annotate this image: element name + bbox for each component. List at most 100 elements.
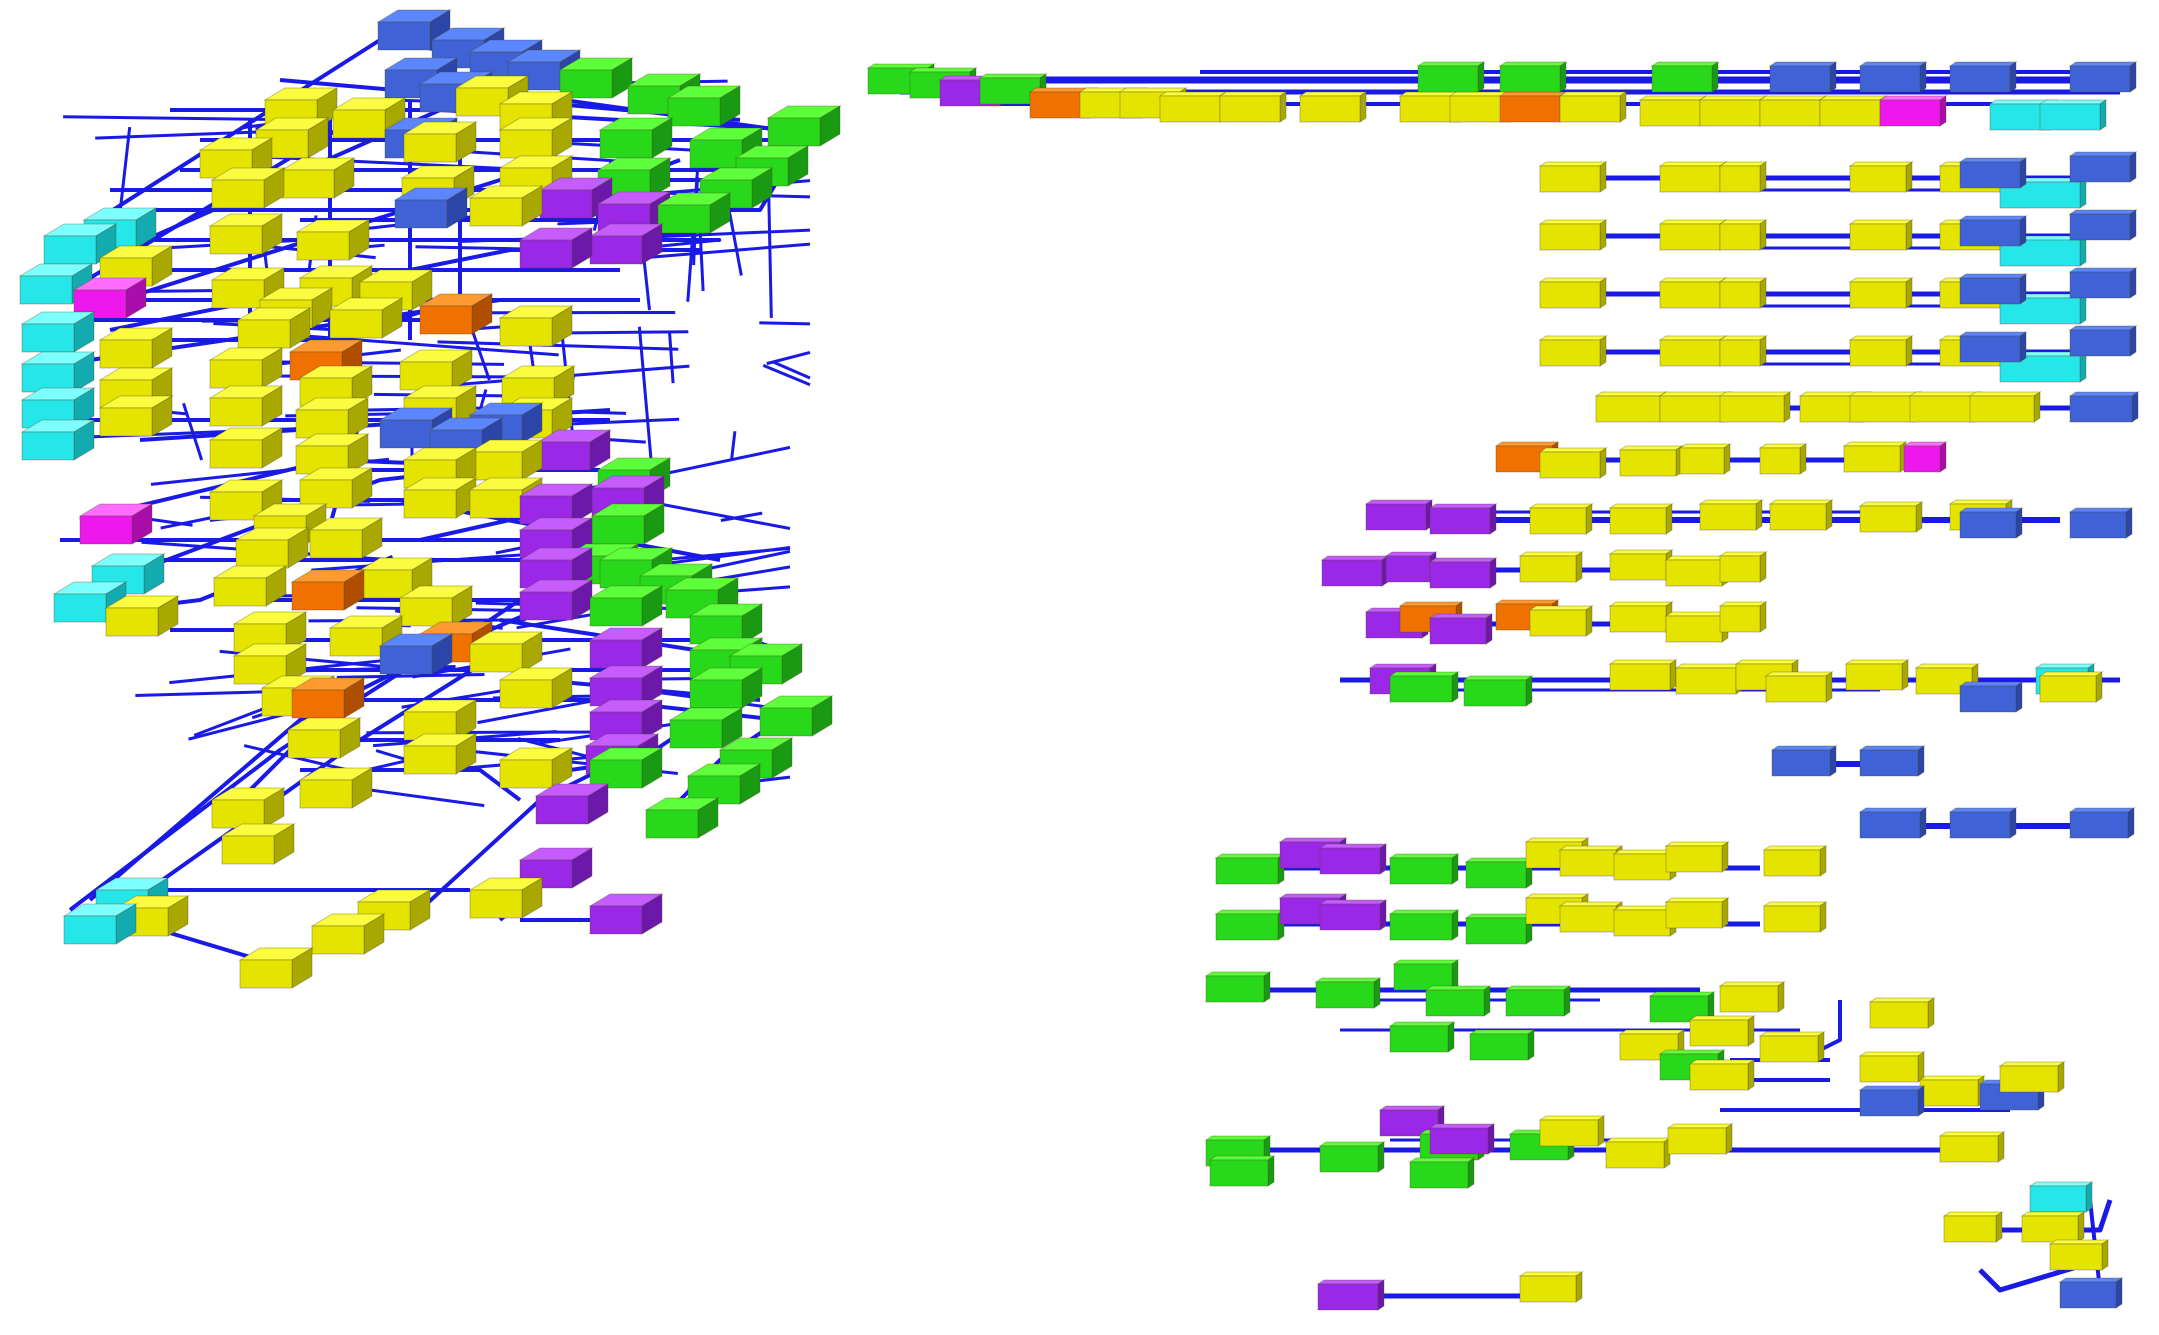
side-projection-view [866,61,2140,1311]
left-edge-mid-5 [657,502,791,530]
right-node-green [1388,853,1460,885]
left-node-green [668,707,744,749]
right-node-blue [1768,61,1838,93]
left-node-green [598,117,674,159]
right-node-yellow [1698,499,1764,531]
right-node-yellow [1844,659,1910,691]
right-node-yellow [1938,1131,2006,1163]
right-node-yellow [1218,91,1288,123]
right-node-yellow [1718,981,1786,1013]
right-node-yellow [1594,391,1668,423]
left-edge-top-43 [730,431,737,461]
left-node-yellow [238,947,314,989]
right-node-yellow [1618,445,1684,477]
left-node-yellow [98,395,174,437]
right-node-yellow [1538,277,1608,309]
right-node-cyan [2038,99,2108,131]
right-node-blue [1958,681,2024,713]
left-edge-40 [159,928,261,962]
left-node-green [644,797,720,839]
right-node-yellow [1664,841,1730,873]
right-node-green [1498,61,1568,93]
right-node-magenta [1878,95,1948,127]
right-node-blue [1958,157,2028,189]
left-node-yellow [468,631,544,673]
right-node-green [1408,1157,1476,1189]
right-node-yellow [1518,551,1584,583]
left-node-yellow [308,517,384,559]
left-node-yellow [236,307,312,349]
right-node-green [1424,985,1492,1017]
left-node-yellow [210,787,286,829]
left-node-yellow [402,733,478,775]
right-node-blue [2068,61,2138,93]
left-node-yellow [398,585,474,627]
right-node-purple [1428,503,1498,535]
right-edge [1980,1199,2113,1233]
left-node-yellow [398,349,474,391]
right-node-yellow [1538,335,1608,367]
left-node-green [666,85,742,127]
left-edge-top-64 [762,364,811,387]
left-node-cyan [42,223,118,265]
right-node-yellow [1998,1061,2066,1093]
right-node-yellow [1818,95,1888,127]
right-nodes [866,61,2140,1311]
right-node-purple [1384,551,1438,583]
right-node-yellow [2048,1239,2110,1271]
right-node-yellow [1608,601,1674,633]
left-node-yellow [498,747,574,789]
right-node-yellow [1558,845,1624,877]
left-node-yellow [298,467,374,509]
right-node-yellow [2038,671,2104,703]
left-edge-top-69 [766,350,811,366]
right-node-green [1214,853,1286,885]
left-node-yellow [468,185,544,227]
left-node-magenta [72,277,148,319]
left-node-purple [518,579,594,621]
left-node-purple [588,699,664,741]
right-node-yellow [1718,551,1768,583]
left-node-orange [290,677,366,719]
right-node-yellow [1538,1115,1606,1147]
right-node-yellow [1608,659,1678,691]
left-node-green [656,192,732,234]
right-node-yellow [1604,1137,1672,1169]
right-node-blue [2068,209,2138,241]
right-node-blue [1958,273,2028,305]
right-node-yellow [1848,277,1914,309]
right-node-green [1462,675,1534,707]
right-node-yellow [1718,161,1768,193]
left-node-green [688,603,764,645]
right-node-yellow [1718,601,1768,633]
left-node-yellow [212,565,288,607]
right-node-purple [1318,843,1388,875]
right-node-blue [2068,807,2136,839]
left-node-purple [518,227,594,269]
left-node-magenta [78,503,154,545]
left-node-yellow [210,167,286,209]
right-node-yellow [1942,1211,2004,1243]
right-node-yellow [1688,1059,1756,1091]
left-edge-top-33 [571,330,689,335]
left-node-yellow [295,219,371,261]
right-node-green [1204,971,1272,1003]
left-node-yellow [328,297,404,339]
right-node-yellow [1664,611,1730,643]
left-edge-top-45 [772,360,811,380]
right-node-yellow [1914,663,1980,695]
right-node-yellow [1664,897,1730,929]
right-node-yellow [1658,219,1728,251]
left-edge-mid-15 [336,672,485,679]
right-node-green [1504,985,1572,1017]
right-node-yellow [1666,1123,1734,1155]
right-node-magenta [1902,441,1948,473]
right-node-cyan [2028,1181,2094,1213]
left-node-purple [518,483,594,525]
right-node-green [1388,671,1460,703]
right-node-blue [2068,325,2138,357]
left-node-yellow [104,595,180,637]
right-node-green [1650,61,1720,93]
left-node-yellow [98,327,174,369]
right-node-blue [2068,151,2138,183]
